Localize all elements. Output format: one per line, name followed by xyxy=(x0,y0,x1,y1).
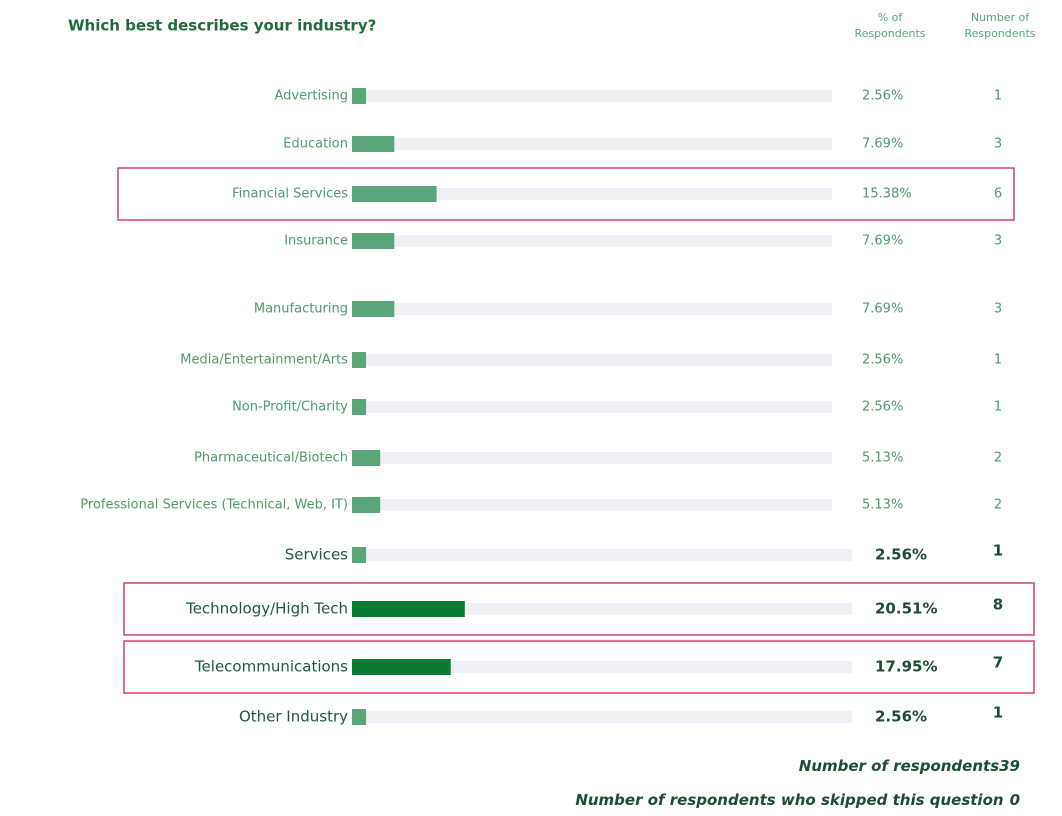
pct-label: 15.38% xyxy=(862,187,912,202)
bar-track xyxy=(352,661,852,673)
count-label: 3 xyxy=(994,302,1002,317)
bar-track xyxy=(352,452,832,464)
pct-label: 2.56% xyxy=(862,400,903,415)
pct-header: Respondents xyxy=(854,27,925,40)
bar-track xyxy=(352,603,852,615)
bar xyxy=(352,450,381,466)
pct-label: 7.69% xyxy=(862,234,903,249)
count-label: 1 xyxy=(993,542,1003,560)
count-label: 1 xyxy=(994,89,1002,104)
count-header: Number of xyxy=(971,11,1030,24)
count-label: 1 xyxy=(993,704,1003,722)
bar xyxy=(352,659,451,675)
category-label: Manufacturing xyxy=(254,302,348,317)
highlight-box xyxy=(117,167,1015,221)
category-label: Non-Profit/Charity xyxy=(232,400,348,415)
bar-track xyxy=(352,711,852,723)
category-label: Insurance xyxy=(284,234,348,249)
bar-track xyxy=(352,235,832,247)
question-title: Which best describes your industry? xyxy=(68,17,376,35)
bar xyxy=(352,601,465,617)
count-label: 8 xyxy=(993,596,1003,614)
category-label: Advertising xyxy=(274,89,348,104)
highlight-box xyxy=(123,582,1035,636)
pct-label: 7.69% xyxy=(862,137,903,152)
pct-label: 17.95% xyxy=(875,658,937,676)
respondents-count: 39 xyxy=(999,757,1020,775)
bar xyxy=(352,88,367,104)
bar-track xyxy=(352,549,852,561)
pct-label: 5.13% xyxy=(862,498,903,513)
category-label: Technology/High Tech xyxy=(185,600,348,618)
pct-header: % of xyxy=(878,11,904,24)
bar-track xyxy=(352,303,832,315)
count-label: 1 xyxy=(994,400,1002,415)
bar xyxy=(352,709,367,725)
category-label: Telecommunications xyxy=(194,658,348,676)
bar xyxy=(352,186,437,202)
pct-label: 2.56% xyxy=(862,89,903,104)
bar xyxy=(352,399,367,415)
pct-label: 2.56% xyxy=(862,353,903,368)
bar xyxy=(352,497,381,513)
pct-label: 7.69% xyxy=(862,302,903,317)
count-label: 3 xyxy=(994,137,1002,152)
skipped-footer: Number of respondents who skipped this q… xyxy=(575,791,1020,809)
category-label: Education xyxy=(283,137,348,152)
pct-label: 2.56% xyxy=(875,708,927,726)
skipped-count: 0 xyxy=(1010,791,1020,809)
bar xyxy=(352,136,395,152)
bar-track xyxy=(352,188,832,200)
bar xyxy=(352,233,395,249)
respondents-label: Number of respondents xyxy=(799,757,999,775)
pct-label: 20.51% xyxy=(875,600,937,618)
count-label: 6 xyxy=(994,187,1002,202)
bar xyxy=(352,301,395,317)
bar-track xyxy=(352,499,832,511)
count-header: Respondents xyxy=(964,27,1035,40)
count-label: 3 xyxy=(994,234,1002,249)
pct-label: 2.56% xyxy=(875,546,927,564)
category-label: Services xyxy=(285,546,348,564)
count-label: 2 xyxy=(994,498,1002,513)
category-label: Financial Services xyxy=(232,187,348,202)
pct-label: 5.13% xyxy=(862,451,903,466)
category-label: Media/Entertainment/Arts xyxy=(180,353,348,368)
bar xyxy=(352,547,367,563)
category-label: Other Industry xyxy=(239,708,348,726)
count-label: 7 xyxy=(993,654,1003,672)
skipped-label: Number of respondents who skipped this q… xyxy=(575,791,1003,809)
highlight-box xyxy=(123,640,1035,694)
bar-track xyxy=(352,401,832,413)
bar-track xyxy=(352,138,832,150)
bar xyxy=(352,352,367,368)
count-label: 1 xyxy=(994,353,1002,368)
category-label: Pharmaceutical/Biotech xyxy=(194,451,348,466)
respondents-footer: Number of respondents39 xyxy=(799,757,1020,775)
bar-track xyxy=(352,90,832,102)
bar-track xyxy=(352,354,832,366)
count-label: 2 xyxy=(994,451,1002,466)
category-label: Professional Services (Technical, Web, I… xyxy=(80,498,348,513)
